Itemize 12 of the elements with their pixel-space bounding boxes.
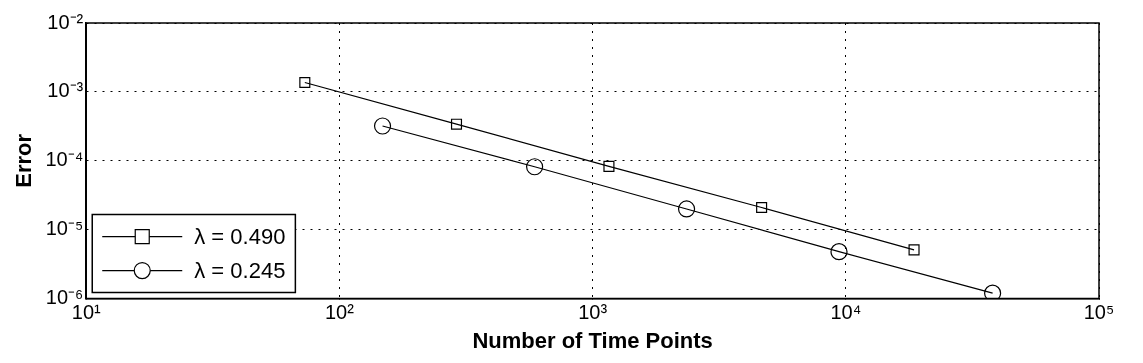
y-tick-label: 10⁻⁵ <box>45 217 84 240</box>
y-tick-label: 10⁻² <box>47 10 84 33</box>
legend-label: λ = 0.245 <box>194 257 286 283</box>
legend-label: λ = 0.490 <box>194 223 286 249</box>
x-tick-label: 10⁴ <box>830 301 862 324</box>
x-tick-label: 10⁵ <box>1083 301 1115 324</box>
x-tick-label: 10³ <box>578 301 608 324</box>
y-tick-label: 10⁻⁴ <box>45 148 84 171</box>
x-axis-title: Number of Time Points <box>472 327 713 353</box>
y-axis-title: Error <box>11 133 37 188</box>
x-tick-label: 10² <box>324 301 355 324</box>
y-tick-label: 10⁻³ <box>47 79 84 102</box>
